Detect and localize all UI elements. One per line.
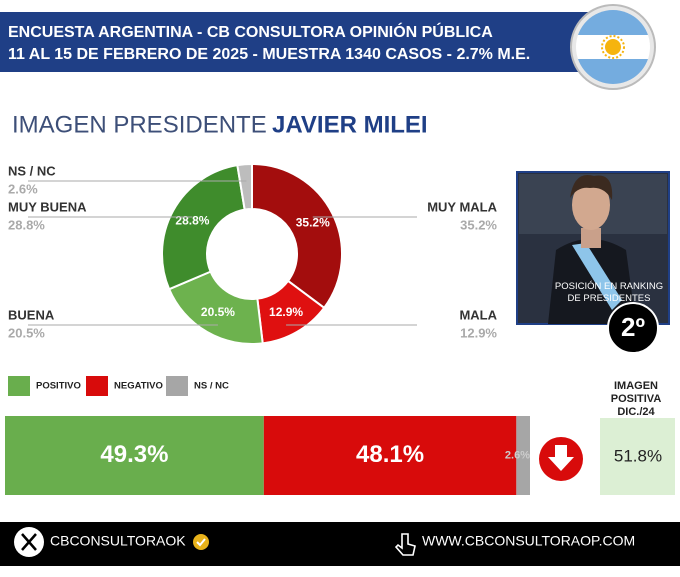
category-value: 20.5% — [8, 325, 45, 340]
previous-label: IMAGEN POSITIVA DIC./24 — [610, 380, 662, 418]
category-label: MUY BUENA — [8, 199, 87, 214]
president-photo — [516, 171, 670, 325]
legend-swatch — [166, 376, 188, 396]
slice-label: 35.2% — [296, 216, 330, 230]
legend-label: POSITIVO — [36, 381, 81, 392]
hand-icon — [394, 533, 416, 556]
footer-handle: CBCONSULTORAOK — [50, 533, 186, 549]
bar-segment — [263, 416, 517, 495]
slice-label: 12.9% — [269, 305, 303, 319]
ranking-caption: POSICIÓN EN RANKING DE PRESIDENTES — [554, 281, 664, 304]
legend-swatch — [86, 376, 108, 396]
category-value: 35.2% — [460, 217, 497, 232]
x-icon-mark — [21, 533, 37, 551]
donut-slice — [251, 162, 343, 310]
footer-bar — [0, 522, 680, 566]
previous-value-box — [600, 418, 675, 495]
footer-website: WWW.CBCONSULTORAOP.COM — [422, 533, 635, 549]
donut-slice — [161, 164, 246, 291]
slice-label: 28.8% — [175, 213, 209, 227]
bar-segment — [5, 416, 264, 495]
donut-slice — [236, 162, 253, 211]
legend-label: NEGATIVO — [114, 381, 163, 392]
verified-badge — [193, 534, 209, 550]
legend-label: NS / NC — [194, 381, 229, 392]
category-label: NS / NC — [8, 163, 56, 178]
flag — [570, 4, 656, 90]
legend-swatch — [8, 376, 30, 396]
bar-label: 48.1% — [356, 441, 424, 468]
category-label: MUY MALA — [427, 199, 497, 214]
previous-value: 51.8% — [614, 446, 662, 465]
bar-label: 49.3% — [100, 441, 168, 468]
category-value: 12.9% — [460, 325, 497, 340]
category-value: 28.8% — [8, 217, 45, 232]
verified-check — [196, 538, 206, 547]
category-label: MALA — [459, 307, 497, 322]
ranking-position: 2º — [621, 312, 645, 342]
category-label: BUENA — [8, 307, 55, 322]
header-subtitle: 11 AL 15 DE FEBRERO DE 2025 - MUESTRA 13… — [8, 46, 530, 63]
heading-name: JAVIER MILEI — [272, 111, 428, 138]
header-title: ENCUESTA ARGENTINA - CB CONSULTORA OPINI… — [8, 22, 493, 41]
down-arrow-icon — [539, 437, 583, 481]
slice-label: 20.5% — [201, 305, 235, 319]
bar-label: 2.6% — [505, 449, 530, 461]
category-value: 2.6% — [8, 181, 38, 196]
heading-prefix: IMAGEN PRESIDENTE — [12, 111, 267, 138]
header-bar — [0, 12, 600, 72]
bar-segment — [516, 416, 530, 495]
ranking-badge — [607, 302, 659, 354]
